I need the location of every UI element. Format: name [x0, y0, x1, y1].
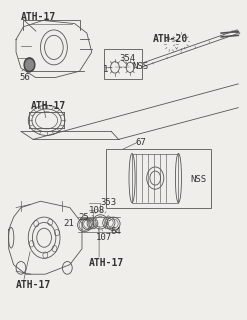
Text: ATH-17: ATH-17: [16, 280, 51, 290]
Text: 67: 67: [136, 138, 146, 147]
Text: 108: 108: [89, 206, 105, 215]
Bar: [104, 49, 142, 79]
Text: 354: 354: [120, 54, 136, 63]
Text: 25: 25: [78, 212, 89, 222]
Circle shape: [24, 58, 35, 72]
Text: NSS: NSS: [132, 62, 148, 71]
Text: ATH-17: ATH-17: [31, 101, 66, 111]
Text: NSS: NSS: [191, 174, 207, 184]
Text: 56: 56: [20, 73, 30, 82]
Bar: [132, 154, 178, 203]
Text: ATH-20: ATH-20: [153, 35, 188, 44]
Circle shape: [26, 60, 33, 70]
Text: 21: 21: [64, 219, 74, 228]
Text: 1: 1: [103, 65, 108, 74]
Text: 353: 353: [100, 198, 116, 207]
Text: 64: 64: [110, 227, 121, 236]
Text: ATH-17: ATH-17: [21, 12, 56, 22]
Text: 107: 107: [95, 233, 112, 242]
Text: ATH-17: ATH-17: [89, 258, 124, 268]
Bar: [106, 149, 211, 208]
